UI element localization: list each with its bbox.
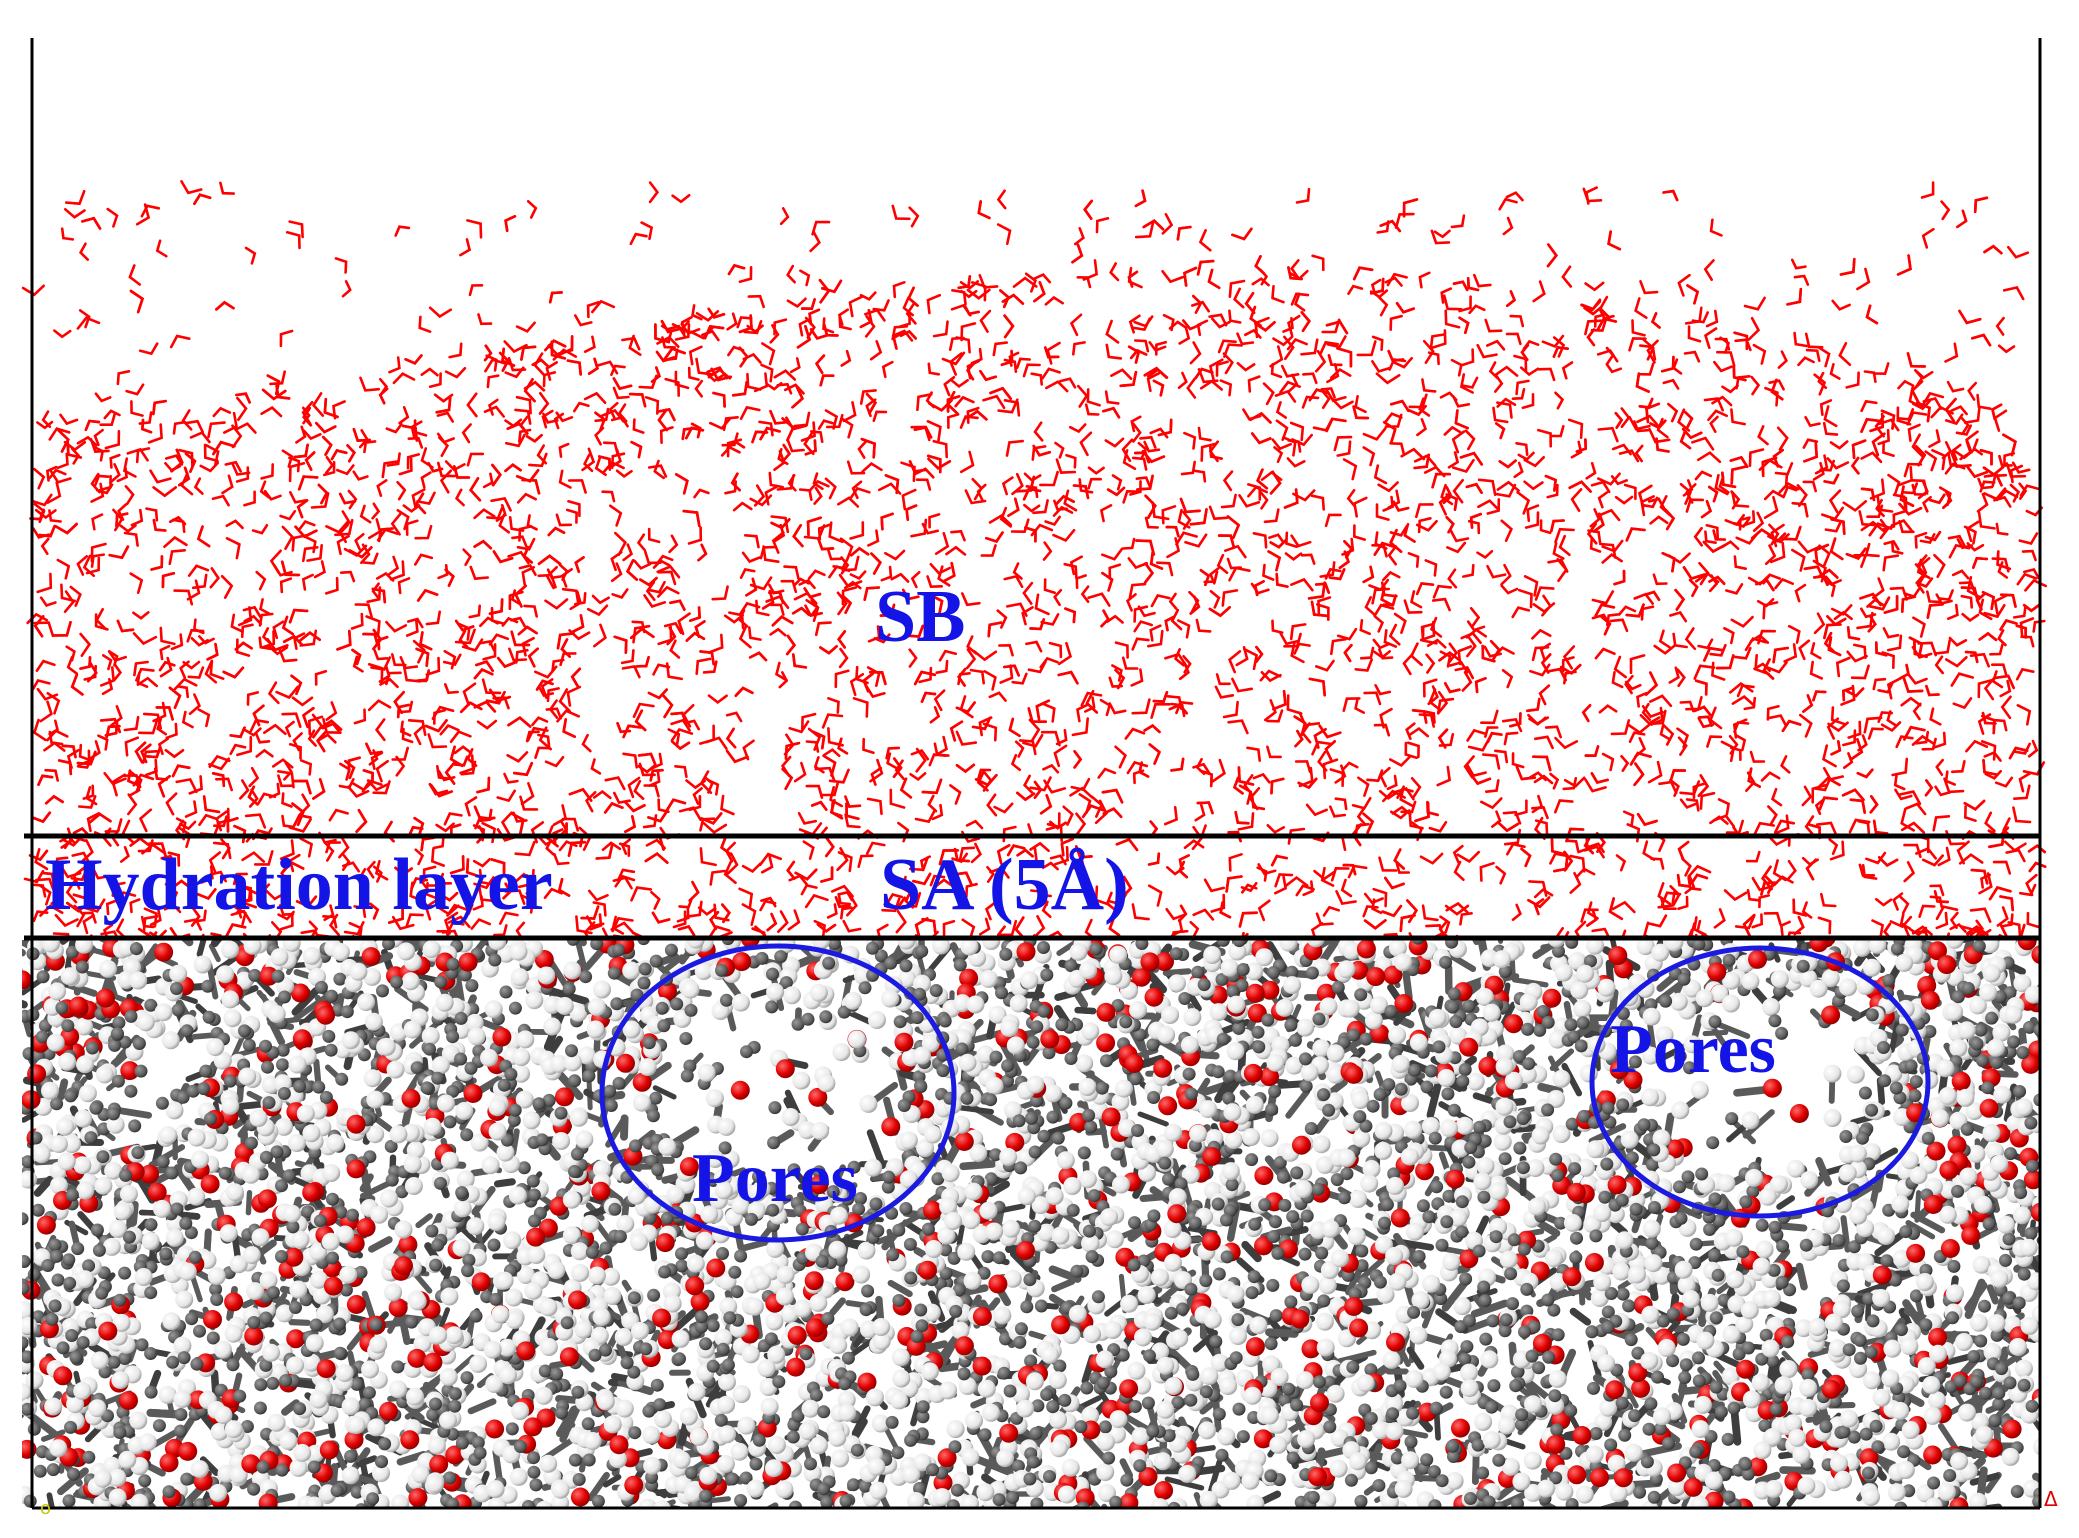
pore-outline-left	[599, 943, 957, 1243]
pore-outline-right	[1589, 945, 1931, 1219]
solid-surface-atoms	[22, 940, 2040, 1508]
water-molecules	[21, 180, 2047, 964]
hydration-layer-label: Hydration layer	[45, 844, 553, 926]
bulk-solution-label: SB	[875, 576, 966, 658]
axis-triangle-marker: Δ	[2044, 1487, 2058, 1511]
pores-label-right: Pores	[1610, 1011, 1776, 1088]
sa-layer-label: SA (5Å)	[880, 844, 1129, 926]
axis-origin-marker: o	[40, 1498, 51, 1519]
pores-label-left: Pores	[692, 1140, 858, 1217]
